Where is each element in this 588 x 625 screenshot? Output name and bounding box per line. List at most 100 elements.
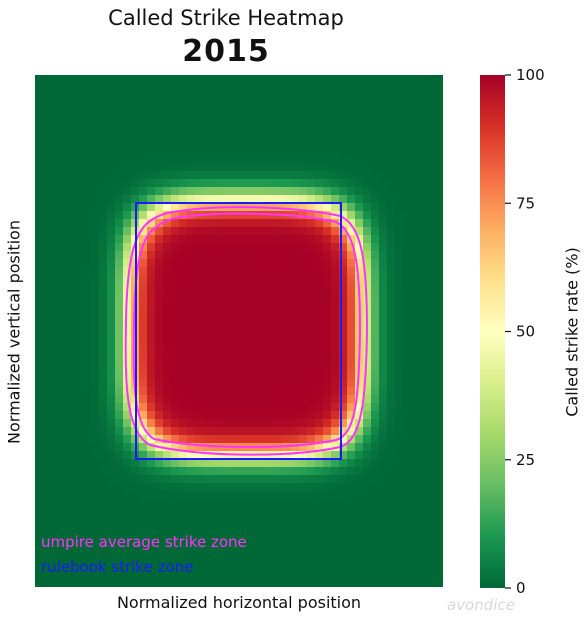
- heatmap-cell: [387, 443, 396, 452]
- heatmap-cell: [243, 379, 252, 388]
- heatmap-cell: [259, 219, 268, 228]
- heatmap-cell: [131, 131, 140, 140]
- chart-title: Called Strike Heatmap: [108, 6, 344, 30]
- heatmap-cell: [307, 443, 316, 452]
- heatmap-cell: [323, 539, 332, 548]
- heatmap-cell: [315, 579, 324, 587]
- heatmap-cell: [155, 467, 164, 476]
- heatmap-cell: [115, 355, 124, 364]
- heatmap-cell: [195, 411, 204, 420]
- heatmap-cell: [283, 363, 292, 372]
- heatmap-cell: [211, 259, 220, 268]
- heatmap-cell: [387, 219, 396, 228]
- heatmap-cell: [419, 83, 428, 92]
- heatmap-cell: [307, 555, 316, 564]
- heatmap-cell: [35, 99, 44, 108]
- heatmap-cell: [291, 259, 300, 268]
- heatmap-cell: [67, 107, 76, 116]
- heatmap-cell: [227, 243, 236, 252]
- heatmap-cell: [219, 163, 228, 172]
- heatmap-cell: [251, 387, 260, 396]
- heatmap-cell: [299, 75, 308, 84]
- heatmap-cell: [115, 83, 124, 92]
- heatmap-cell: [75, 291, 84, 300]
- heatmap-cell: [203, 491, 212, 500]
- heatmap-cell: [59, 139, 68, 148]
- heatmap-cell: [195, 115, 204, 124]
- heatmap-cell: [387, 243, 396, 252]
- heatmap-cell: [67, 171, 76, 180]
- heatmap-cell: [419, 475, 428, 484]
- heatmap-cell: [403, 163, 412, 172]
- heatmap-cell: [139, 323, 148, 332]
- heatmap-cell: [227, 403, 236, 412]
- heatmap-cell: [187, 403, 196, 412]
- heatmap-cell: [371, 115, 380, 124]
- heatmap-cell: [379, 379, 388, 388]
- heatmap-cell: [259, 435, 268, 444]
- heatmap-cell: [251, 211, 260, 220]
- heatmap-cell: [203, 171, 212, 180]
- heatmap-cell: [299, 235, 308, 244]
- heatmap-cell: [67, 195, 76, 204]
- heatmap-cell: [35, 515, 44, 524]
- heatmap-cell: [51, 267, 60, 276]
- heatmap-cell: [331, 579, 340, 587]
- heatmap-cell: [195, 515, 204, 524]
- heatmap-cell: [147, 523, 156, 532]
- heatmap-cell: [83, 355, 92, 364]
- heatmap-cell: [251, 171, 260, 180]
- heatmap-cell: [51, 467, 60, 476]
- heatmap-cell: [387, 571, 396, 580]
- heatmap-cell: [243, 299, 252, 308]
- heatmap-cell: [123, 155, 132, 164]
- heatmap-cell: [235, 331, 244, 340]
- heatmap-cell: [355, 107, 364, 116]
- heatmap-cell: [195, 579, 204, 587]
- heatmap-cell: [139, 171, 148, 180]
- heatmap-cell: [147, 387, 156, 396]
- heatmap-cell: [275, 427, 284, 436]
- heatmap-cell: [163, 555, 172, 564]
- heatmap-cell: [115, 179, 124, 188]
- heatmap-cell: [419, 259, 428, 268]
- heatmap-cell: [363, 195, 372, 204]
- heatmap-cell: [403, 259, 412, 268]
- heatmap-cell: [211, 547, 220, 556]
- heatmap-cell: [195, 315, 204, 324]
- heatmap-cell: [43, 275, 52, 284]
- heatmap-cell: [323, 547, 332, 556]
- heatmap-cell: [275, 123, 284, 132]
- heatmap-cell: [227, 331, 236, 340]
- heatmap-cell: [163, 571, 172, 580]
- heatmap-cell: [51, 75, 60, 84]
- heatmap-cell: [115, 499, 124, 508]
- heatmap-cell: [75, 355, 84, 364]
- heatmap-cell: [403, 467, 412, 476]
- heatmap-cell: [275, 539, 284, 548]
- heatmap-cell: [339, 291, 348, 300]
- heatmap-cell: [427, 523, 436, 532]
- heatmap-cell: [211, 315, 220, 324]
- heatmap-cell: [43, 483, 52, 492]
- heatmap-cell: [331, 547, 340, 556]
- heatmap-cell: [395, 235, 404, 244]
- heatmap-cell: [211, 187, 220, 196]
- heatmap-cell: [355, 403, 364, 412]
- heatmap-cell: [107, 355, 116, 364]
- heatmap-cell: [259, 267, 268, 276]
- heatmap-cell: [155, 507, 164, 516]
- heatmap-cell: [411, 91, 420, 100]
- heatmap-cell: [67, 339, 76, 348]
- heatmap-cell: [91, 339, 100, 348]
- heatmap-cell: [307, 267, 316, 276]
- heatmap-cell: [171, 91, 180, 100]
- heatmap-cell: [283, 75, 292, 84]
- heatmap-cell: [83, 147, 92, 156]
- heatmap-cell: [395, 91, 404, 100]
- heatmap-cell: [251, 323, 260, 332]
- heatmap-cell: [347, 123, 356, 132]
- heatmap-cell: [51, 539, 60, 548]
- heatmap-cell: [299, 379, 308, 388]
- heatmap-cell: [43, 387, 52, 396]
